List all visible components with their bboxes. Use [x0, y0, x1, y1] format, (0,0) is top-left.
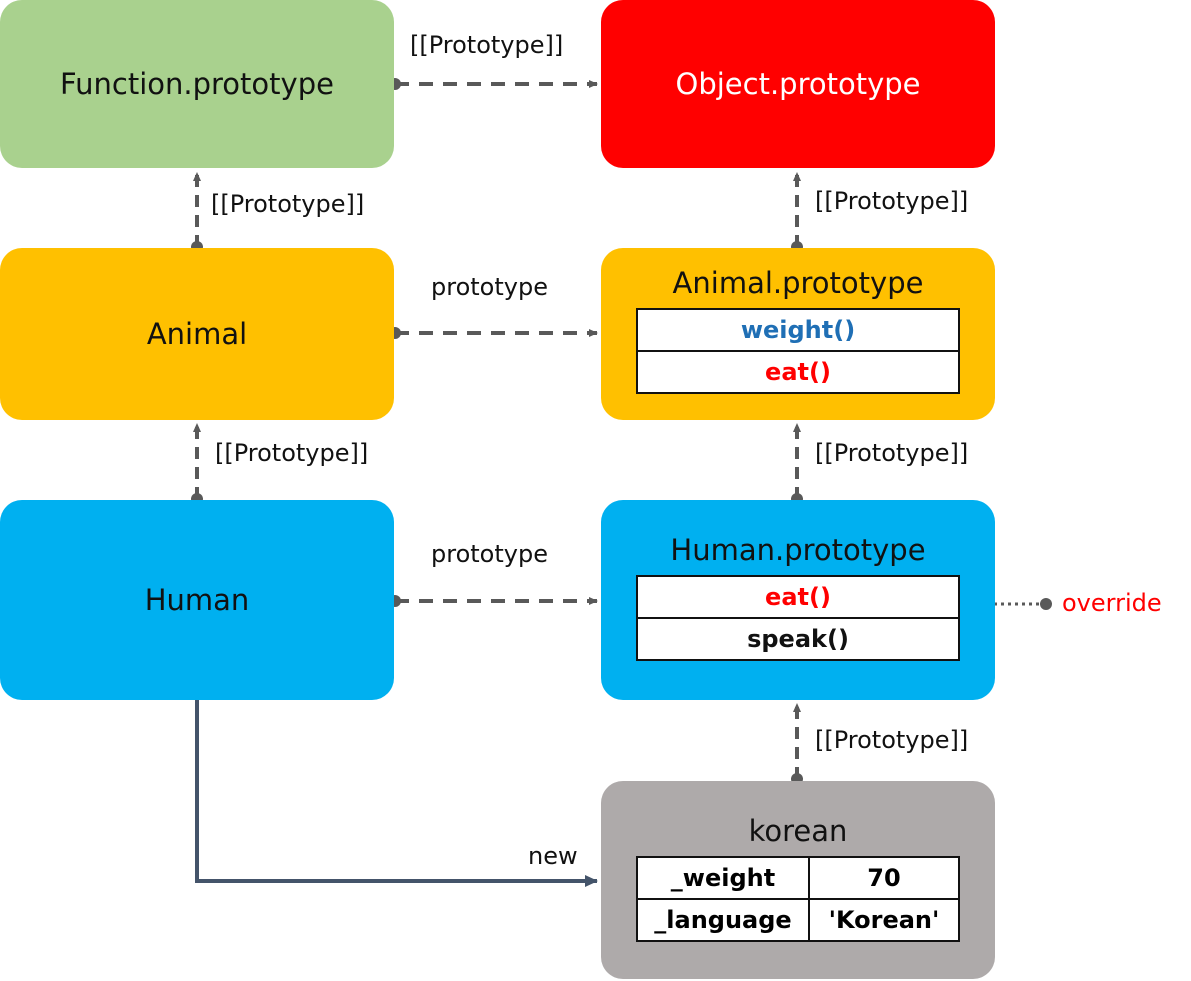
- method-eat: eat(): [636, 575, 960, 619]
- method-row: eat(): [636, 575, 960, 619]
- edge-function-prototype-to-object-prototype: [389, 78, 598, 90]
- method-table: eat() speak(): [636, 575, 960, 661]
- property-row: _weight 70: [636, 856, 960, 900]
- property-value: 70: [808, 856, 960, 900]
- method-row: eat(): [636, 350, 960, 394]
- node-title: Function.prototype: [60, 67, 334, 101]
- label-animal-to-fp: [[Prototype]]: [211, 190, 365, 218]
- label-override: override: [1062, 589, 1162, 617]
- edge-animal-prototype-to-object-prototype: [791, 172, 803, 253]
- node-title: korean: [748, 814, 848, 848]
- node-human-prototype: Human.prototype eat() speak(): [601, 500, 995, 700]
- node-object-prototype: Object.prototype: [601, 0, 995, 168]
- edge-new: [195, 700, 598, 887]
- method-speak: speak(): [636, 617, 960, 661]
- edge-korean-to-human-prototype: [791, 703, 803, 785]
- node-title: Human: [144, 583, 250, 617]
- label-korean-to-hp: [[Prototype]]: [815, 726, 969, 754]
- property-value: 'Korean': [808, 898, 960, 942]
- edge-animal-to-animal-prototype: [389, 327, 598, 339]
- property-row: _language 'Korean': [636, 898, 960, 942]
- method-eat: eat(): [636, 350, 960, 394]
- node-animal-prototype: Animal.prototype weight() eat(): [601, 248, 995, 420]
- node-title: Human.prototype: [670, 533, 926, 567]
- label-hp-to-ap: [[Prototype]]: [815, 439, 969, 467]
- node-korean: korean _weight 70 _language 'Korean': [601, 781, 995, 979]
- label-human-to-animal: [[Prototype]]: [215, 439, 369, 467]
- property-key: _weight: [636, 856, 810, 900]
- label-new: new: [528, 842, 578, 870]
- label-animal-to-ap: prototype: [431, 273, 548, 301]
- method-row: speak(): [636, 617, 960, 661]
- method-row: weight(): [636, 308, 960, 352]
- edge-human-to-human-prototype: [389, 595, 598, 607]
- edge-animal-to-function-prototype: [191, 172, 203, 253]
- property-key: _language: [636, 898, 810, 942]
- label-ap-to-op: [[Prototype]]: [815, 187, 969, 215]
- method-table: weight() eat(): [636, 308, 960, 394]
- label-fp-to-op: [[Prototype]]: [410, 31, 564, 59]
- edge-human-to-animal: [191, 423, 203, 505]
- node-human: Human: [0, 500, 394, 700]
- node-function-prototype: Function.prototype: [0, 0, 394, 168]
- node-title: Animal: [146, 317, 248, 351]
- label-human-to-hp: prototype: [431, 540, 548, 568]
- node-title: Object.prototype: [675, 67, 921, 101]
- node-animal: Animal: [0, 248, 394, 420]
- property-table: _weight 70 _language 'Korean': [636, 856, 960, 942]
- method-weight: weight(): [636, 308, 960, 352]
- edge-human-prototype-to-animal-prototype: [791, 423, 803, 505]
- node-title: Animal.prototype: [672, 266, 924, 300]
